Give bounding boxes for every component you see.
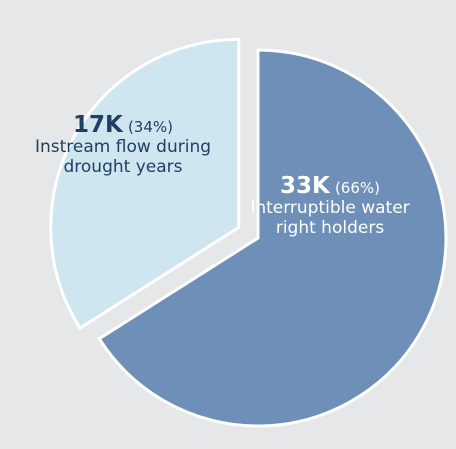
slice-percent-interruptible: (66%) (334, 179, 380, 197)
pie-slices (49, 37, 448, 428)
slice-label-instream: 17K (34%) Instream flow during drought y… (28, 112, 218, 178)
pie-slice-instream (49, 37, 241, 331)
slice-caption-interruptible: Interruptible water right holders (250, 198, 410, 238)
slice-caption-instream: Instream flow during drought years (34, 137, 212, 177)
slice-value-interruptible: 33K (280, 173, 330, 199)
slice-percent-instream: (34%) (127, 118, 173, 136)
slice-label-interruptible: 33K (66%) Interruptible water right hold… (250, 173, 410, 239)
pie-slice-interruptible (97, 48, 448, 428)
slice-value-instream: 17K (73, 112, 123, 138)
